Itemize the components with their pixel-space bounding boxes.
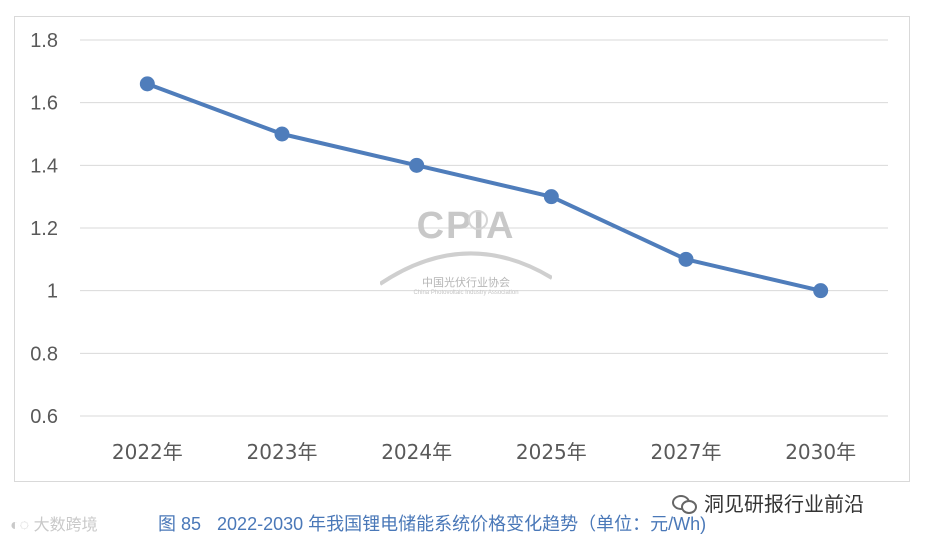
wechat-icon	[672, 493, 698, 514]
y-tick-label: 1	[47, 281, 58, 303]
cpia-logo-en: China Photovoltaic Industry Association	[413, 290, 519, 296]
figure-caption-text: 2022-2030 年我国锂电储能系统价格变化趋势（单位：元/Wh)	[217, 514, 707, 534]
source-watermark-left: ◐◌ 大数跨境	[10, 511, 98, 535]
cpia-watermark-logo: CPIA 中国光伏行业协会 China Photovoltaic Industr…	[380, 206, 552, 301]
y-tick-label: 0.8	[30, 343, 58, 365]
chart-frame	[14, 16, 910, 482]
data-point	[274, 126, 290, 142]
watermark-left-text: 大数跨境	[33, 517, 98, 534]
data-point	[813, 283, 829, 299]
series-line	[145, 81, 823, 293]
cpia-logo-text: CPIA	[416, 205, 516, 247]
cpia-arc-icon	[380, 210, 552, 286]
data-point	[409, 157, 425, 173]
cpia-logo-cn: 中国光伏行业协会	[422, 277, 510, 289]
x-tick-label: 2030年	[785, 440, 856, 464]
x-tick-label: 2025年	[516, 440, 587, 464]
watermark-left-icon: ◐◌	[10, 517, 30, 534]
data-point	[678, 251, 694, 267]
watermark-right-text: 洞见研报行业前沿	[704, 494, 864, 516]
y-tick-label: 1.2	[30, 218, 58, 240]
x-tick-label: 2023年	[247, 440, 318, 464]
y-tick-label: 1.6	[30, 93, 58, 115]
x-tick-label: 2022年	[112, 440, 183, 464]
y-tick-label: 0.6	[30, 406, 58, 428]
x-tick-label: 2027年	[651, 440, 722, 464]
figure-caption: 图 85 2022-2030 年我国锂电储能系统价格变化趋势（单位：元/Wh)	[158, 510, 706, 536]
source-watermark-right: 洞见研报行业前沿	[672, 488, 864, 517]
x-tick-label: 2024年	[381, 440, 452, 464]
line-chart: 0.6 0.8 1 1.2 1.4 1.6 1.8 2022年 2023年 2024年 2025年 2…	[30, 30, 888, 464]
data-point	[543, 189, 559, 205]
y-tick-label: 1.8	[30, 30, 58, 52]
figure-number: 图 85	[158, 514, 202, 534]
y-tick-label: 1.4	[30, 155, 58, 177]
data-point	[139, 76, 155, 92]
